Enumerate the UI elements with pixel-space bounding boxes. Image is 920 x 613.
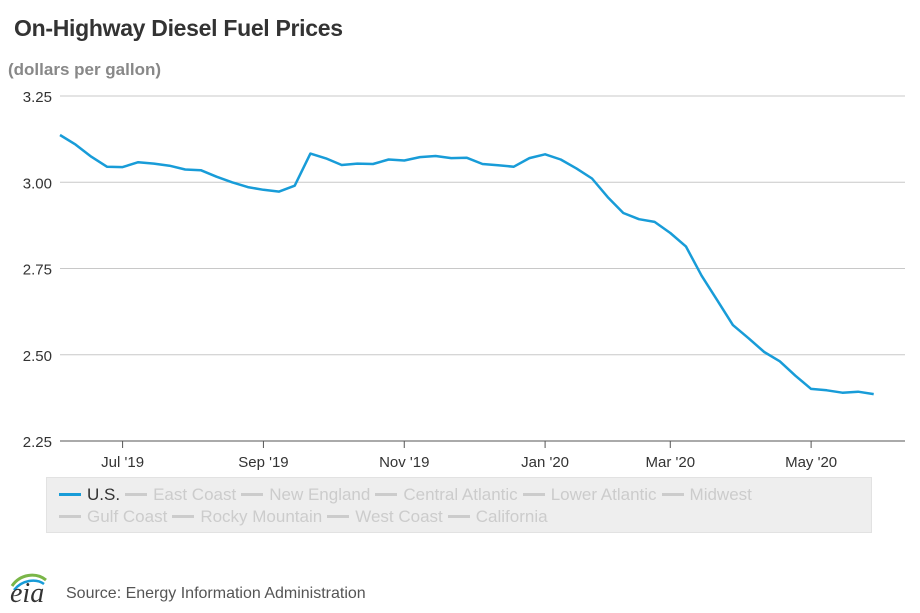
legend-label: Lower Atlantic <box>550 485 657 504</box>
legend-item-lower-atlantic[interactable]: Lower Atlantic <box>522 484 657 506</box>
legend-swatch <box>59 515 81 519</box>
footer: eia Source: Energy Information Administr… <box>0 568 600 613</box>
legend-item-east-coast[interactable]: East Coast <box>125 484 236 506</box>
legend-item-rocky-mountain[interactable]: Rocky Mountain <box>172 506 322 528</box>
legend-label: Rocky Mountain <box>200 507 323 526</box>
grid-lines <box>60 95 905 442</box>
legend-swatch <box>327 515 350 519</box>
x-tick-label: Sep '19 <box>238 454 288 471</box>
eia-logo: eia <box>6 572 54 610</box>
legend-swatch <box>241 493 264 497</box>
series-layer <box>59 133 874 396</box>
legend-swatch <box>522 493 545 497</box>
legend-swatch <box>661 493 684 497</box>
series-line-us[interactable] <box>59 133 874 396</box>
legend-item-gulf-coast[interactable]: Gulf Coast <box>59 506 167 528</box>
x-tick-label: Mar '20 <box>645 454 695 471</box>
legend-swatch <box>375 493 398 497</box>
legend-label: Midwest <box>689 485 752 504</box>
y-axis-ticks: 3.25 3.00 2.75 2.50 2.25 <box>23 89 52 451</box>
legend-swatch <box>172 515 195 519</box>
source-text: Source: Energy Information Administratio… <box>66 585 366 602</box>
eia-logo-text: eia <box>10 578 45 609</box>
legend-item-central-atlantic[interactable]: Central Atlantic <box>375 484 518 506</box>
y-tick-label: 2.25 <box>23 434 52 451</box>
y-tick-label: 2.75 <box>23 262 52 279</box>
legend: U.S. East Coast New England Central Atlanti… <box>46 477 872 533</box>
y-tick-label: 3.00 <box>23 175 52 192</box>
legend-item-u-s[interactable]: U.S. <box>59 484 120 506</box>
legend-label: New England <box>269 485 371 504</box>
legend-swatch <box>125 493 148 497</box>
y-tick-label: 2.50 <box>23 348 52 365</box>
legend-label: U.S. <box>87 485 121 504</box>
x-tick-label: Jul '19 <box>101 454 144 471</box>
x-tick-label: May '20 <box>785 454 837 471</box>
chart-title: On-Highway Diesel Fuel Prices <box>14 15 343 41</box>
legend-item-midwest[interactable]: Midwest <box>661 484 752 506</box>
y-axis-label: (dollars per gallon) <box>8 60 162 79</box>
legend-label: Central Atlantic <box>403 485 518 504</box>
legend-label: California <box>475 507 548 526</box>
legend-label: East Coast <box>153 485 237 504</box>
eia-swoosh-icon <box>10 573 47 591</box>
y-tick-label: 3.25 <box>23 89 52 106</box>
legend-item-new-england[interactable]: New England <box>241 484 370 506</box>
x-tick-label: Jan '20 <box>521 454 569 471</box>
legend-item-west-coast[interactable]: West Coast <box>327 506 443 528</box>
legend-item-california[interactable]: California <box>447 506 548 528</box>
legend-label: Gulf Coast <box>87 507 168 526</box>
legend-label: West Coast <box>355 507 443 526</box>
x-axis-ticks: Jul '19 Sep '19 Nov '19 Jan '20 Mar '20 May '… <box>101 441 837 471</box>
x-tick-label: Nov '19 <box>379 454 429 471</box>
legend-swatch <box>59 493 81 497</box>
legend-swatch <box>447 515 470 519</box>
